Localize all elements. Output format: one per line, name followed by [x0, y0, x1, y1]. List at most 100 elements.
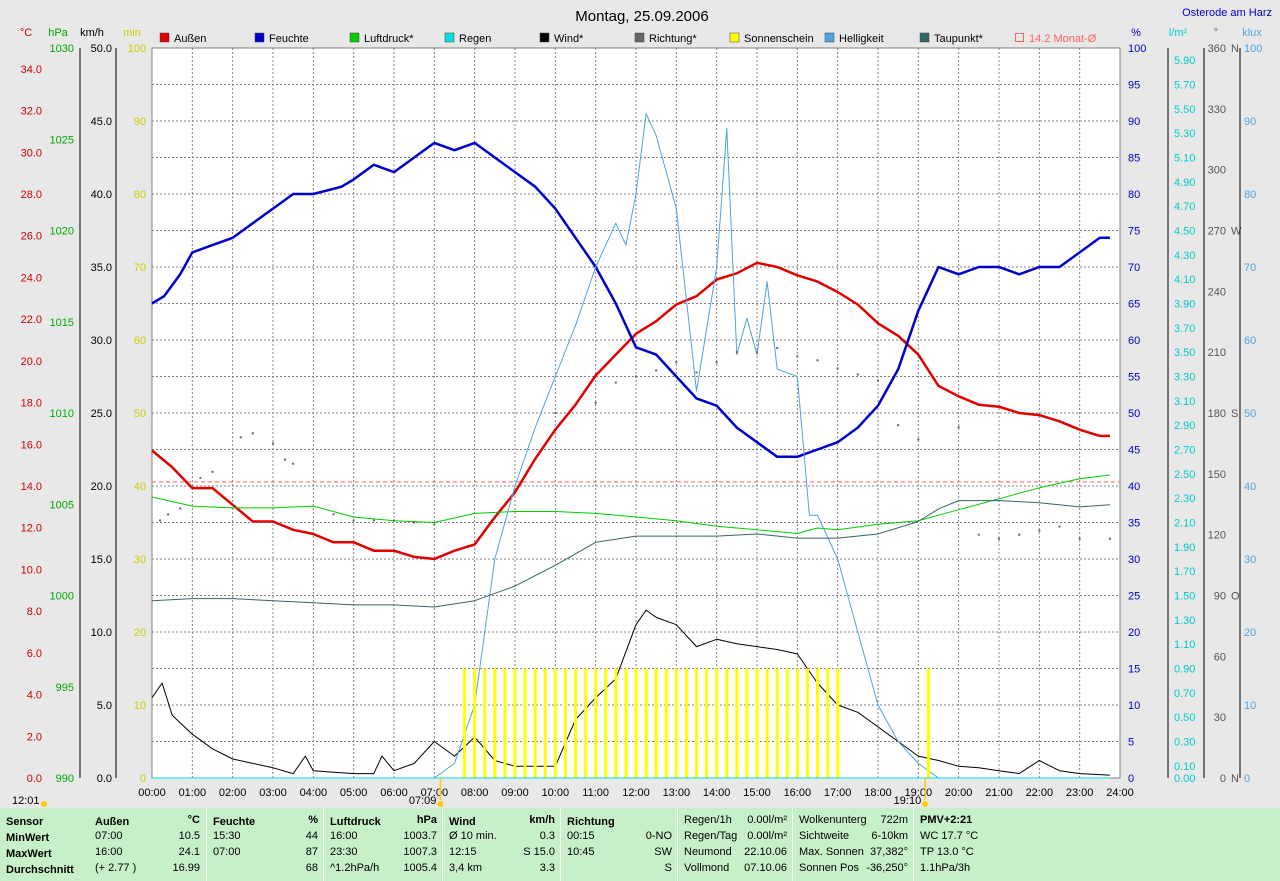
- footer-feuchte-head: Feuchte: [213, 816, 256, 828]
- min-tick-label: 0: [140, 773, 146, 785]
- footer-aussen-time: 16:00: [95, 846, 123, 858]
- direction-dot: [554, 412, 557, 414]
- kmh-tick-label: 50.0: [91, 43, 112, 55]
- footer-luftdruck-value: 1005.4: [403, 862, 437, 874]
- rain-tick-label: 0.50: [1174, 712, 1195, 724]
- kmh-tick-label: 10.0: [91, 627, 112, 639]
- direction-dot: [159, 519, 162, 522]
- deg-tick-label: 0: [1220, 773, 1226, 785]
- direction-dot: [836, 367, 839, 370]
- pct-tick-label: 80: [1128, 189, 1140, 201]
- temp-tick-label: 10.0: [21, 564, 42, 576]
- footer-regen-value: 0.00l/m²: [747, 814, 787, 826]
- direction-dot: [284, 458, 287, 461]
- kmh-unit-label: km/h: [80, 27, 104, 39]
- footer-luftdruck-head: Luftdruck: [330, 816, 381, 828]
- legend-label: Richtung*: [649, 33, 697, 45]
- footer-feuchte-value: 87: [305, 846, 318, 858]
- pct-tick-label: 65: [1128, 299, 1140, 311]
- temp-tick-label: 22.0: [21, 314, 42, 326]
- direction-dot: [675, 361, 678, 364]
- direction-dot: [594, 401, 597, 404]
- kmh-tick-label: 20.0: [91, 481, 112, 493]
- footer-luftdruck-time: ^1.2hPa/h: [330, 862, 380, 874]
- legend-label: Feuchte: [269, 33, 309, 45]
- kmh-tick-label: 15.0: [91, 554, 112, 566]
- footer-regen-label: Vollmond: [684, 862, 730, 874]
- temp-tick-label: 34.0: [21, 64, 42, 76]
- legend-swatch-filled-square-icon: [444, 32, 455, 43]
- hpa-tick-label: 1015: [50, 317, 74, 329]
- hpa-tick-label: 1030: [50, 43, 74, 55]
- direction-dot: [292, 462, 295, 465]
- temp-tick-label: 6.0: [27, 648, 42, 660]
- time-tick-label: 22:00: [1026, 787, 1054, 799]
- series-line-feuchte: [151, 141, 1110, 459]
- temp-tick-label: 30.0: [21, 147, 42, 159]
- pct-tick-label: 90: [1128, 116, 1140, 128]
- temp-tick-label: 12.0: [21, 523, 42, 535]
- legend-swatch-filled-square-icon: [159, 32, 170, 43]
- footer-pmv-row: 1.1hPa/3h: [920, 862, 971, 874]
- footer-wind-head: Wind: [449, 816, 476, 828]
- footer-feuchte-col: Feuchte% 15:30 44 07:00 87 68: [206, 808, 324, 881]
- sun-icon: [41, 801, 47, 807]
- series-layer: [151, 113, 1120, 779]
- footer-richtung-value: S: [664, 862, 672, 874]
- time-tick-label: 15:00: [743, 787, 771, 799]
- pct-tick-label: 55: [1128, 372, 1140, 384]
- min-tick-label: 90: [134, 116, 146, 128]
- time-tick-label: 24:00: [1106, 787, 1134, 799]
- footer-wolken-value: -36,250°: [866, 862, 908, 874]
- legend-swatch-filled-square-icon: [349, 32, 360, 43]
- legend-label: 14.2 Monat-Ø: [1029, 33, 1097, 45]
- rain-tick-label: 0.00: [1174, 773, 1195, 785]
- direction-dot: [635, 375, 637, 378]
- direction-dot: [776, 347, 779, 350]
- time-tick-label: 14:00: [703, 787, 731, 799]
- rain-tick-label: 0.30: [1174, 737, 1195, 749]
- rain-tick-label: 5.10: [1174, 153, 1195, 165]
- deg-tick-label: 270: [1208, 226, 1226, 238]
- rain-tick-label: 3.70: [1174, 323, 1195, 335]
- direction-dot: [917, 438, 920, 441]
- time-tick-label: 09:00: [501, 787, 529, 799]
- series-line-luftdruck: [151, 474, 1110, 534]
- footer-aussen-value: 10.5: [178, 830, 200, 842]
- pct-tick-label: 95: [1128, 80, 1140, 92]
- time-tick-label: 21:00: [985, 787, 1013, 799]
- time-tick-label: 16:00: [784, 787, 812, 799]
- klux-tick-label: 20: [1244, 627, 1256, 639]
- footer-pmv-row: PMV+2:21: [920, 814, 973, 826]
- min-tick-label: 80: [134, 189, 146, 201]
- hpa-tick-label: 1020: [50, 226, 74, 238]
- direction-dot: [977, 533, 980, 536]
- direction-dot: [816, 359, 819, 362]
- rain-tick-label: 1.50: [1174, 591, 1195, 603]
- footer-pmv-row: WC 17.7 °C: [920, 830, 979, 842]
- rain-tick-label: 2.10: [1174, 518, 1195, 530]
- pct-tick-label: 10: [1128, 700, 1140, 712]
- footer-richtung-value: SW: [654, 846, 672, 858]
- hpa-tick-label: 1005: [50, 499, 74, 511]
- direction-dot: [393, 519, 395, 522]
- rain-tick-label: 3.30: [1174, 372, 1195, 384]
- direction-dot: [1038, 529, 1041, 532]
- footer-wind-time: 3,4 km: [449, 862, 483, 874]
- footer-luftdruck-time: 23:30: [330, 846, 358, 858]
- footer-aussen-value: 24.1: [178, 846, 200, 858]
- temp-tick-label: 20.0: [21, 356, 42, 368]
- temp-tick-label: 28.0: [21, 189, 42, 201]
- min-tick-label: 20: [134, 627, 146, 639]
- pct-tick-label: 35: [1128, 518, 1140, 530]
- footer-wolken-label: Sichtweite: [799, 830, 850, 842]
- direction-dot: [167, 513, 170, 516]
- time-tick-label: 23:00: [1066, 787, 1094, 799]
- sun-marks: 12:01 07:09 19:10: [12, 778, 929, 807]
- direction-dot: [1058, 525, 1061, 528]
- time-tick-label: 07:00: [421, 787, 449, 799]
- footer-wind-value: S 15.0: [523, 846, 555, 858]
- sun-sunrise-label: 07:09: [409, 795, 437, 807]
- pct-tick-label: 100: [1128, 43, 1146, 55]
- pct-tick-label: 5: [1128, 737, 1134, 749]
